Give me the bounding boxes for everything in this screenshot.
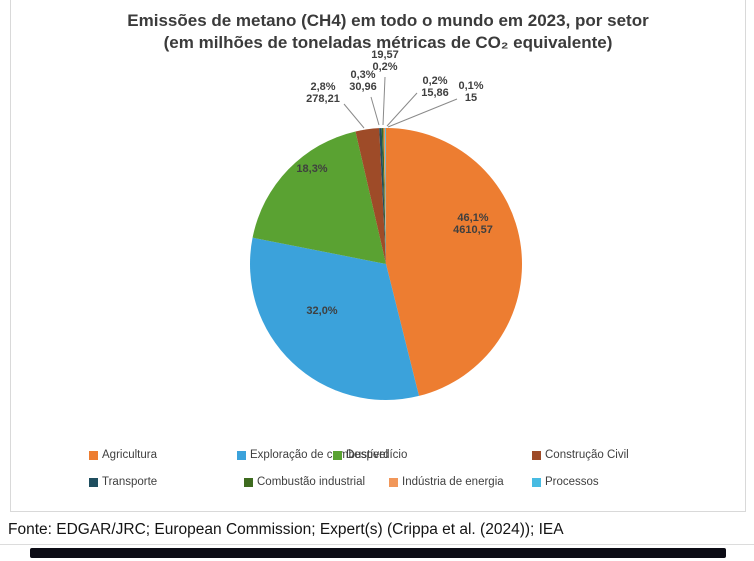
- pie-label-1: 32,0%: [306, 305, 338, 318]
- leader-line: [382, 76, 386, 126]
- leader-line: [386, 92, 418, 127]
- legend-label: Transporte: [102, 476, 158, 488]
- pie-label-value: 4610,57: [453, 223, 493, 236]
- pie-label-5: 19,57 0,2%: [371, 49, 399, 73]
- pie-label-percent: 2,8%: [310, 81, 336, 93]
- pie-label-percent: 46,1%: [457, 212, 489, 224]
- legend-label: Exploração de combustível: [250, 449, 389, 461]
- pie-label-percent: 18,3%: [296, 163, 328, 175]
- legend-label: Indústria de energia: [402, 476, 504, 488]
- leader-line: [343, 103, 365, 129]
- legend-item-0[interactable]: Agricultura: [89, 449, 157, 461]
- legend-swatch-icon: [89, 477, 98, 487]
- chart-title-line1: Emissões de metano (CH4) em todo o mundo…: [127, 11, 649, 30]
- legend-item-3[interactable]: Construção Civil: [532, 449, 629, 461]
- pie-slice-3[interactable]: [355, 128, 386, 264]
- pie-label-3: 2,8% 278,21: [306, 81, 340, 105]
- pie-label-7: 0,1% 15: [458, 80, 484, 104]
- page-divider: [0, 544, 754, 545]
- pie-slice-4[interactable]: [379, 128, 386, 264]
- legend-item-4[interactable]: Transporte: [89, 476, 157, 488]
- bottom-bar: [30, 548, 726, 558]
- legend-swatch-icon: [89, 450, 98, 460]
- legend-item-5[interactable]: Combustão industrial: [244, 476, 365, 488]
- chart-container: Emissões de metano (CH4) em todo o mundo…: [10, 0, 746, 512]
- pie-slice-0[interactable]: [386, 128, 522, 396]
- pie-label-percent: 32,0%: [306, 305, 338, 317]
- legend-item-1[interactable]: Exploração de combustível: [237, 449, 388, 461]
- pie-slice-6[interactable]: [383, 128, 386, 264]
- pie-slice-2[interactable]: [252, 131, 386, 264]
- legend-item-2[interactable]: Desperdício: [333, 449, 407, 461]
- pie-label-4: 0,3% 30,96: [349, 69, 377, 93]
- legend-swatch-icon: [244, 477, 253, 487]
- legend-label: Processos: [545, 476, 599, 488]
- legend-swatch-icon: [333, 450, 342, 460]
- chart-title-line2: (em milhões de toneladas métricas de CO₂…: [163, 33, 613, 52]
- pie-label-percent: 0,1%: [458, 80, 484, 92]
- pie-label-value: 30,96: [349, 80, 377, 93]
- pie-label-6: 0,2% 15,86: [421, 75, 449, 99]
- pie-label-value: 278,21: [306, 92, 340, 105]
- legend-item-7[interactable]: Processos: [532, 476, 599, 488]
- legend-label: Construção Civil: [545, 449, 629, 461]
- legend-swatch-icon: [532, 477, 541, 487]
- pie-slice-1[interactable]: [250, 237, 419, 400]
- pie-label-percent: 0,2%: [372, 60, 398, 73]
- pie-chart: [250, 76, 522, 400]
- leader-line: [387, 98, 458, 128]
- legend-swatch-icon: [237, 450, 246, 460]
- leader-line: [370, 96, 380, 126]
- pie-label-value: 15: [464, 91, 478, 104]
- legend-swatch-icon: [532, 450, 541, 460]
- legend-item-6[interactable]: Indústria de energia: [389, 476, 504, 488]
- pie-label-percent: 0,2%: [422, 75, 448, 87]
- pie-slice-5[interactable]: [381, 128, 386, 264]
- source-note: Fonte: EDGAR/JRC; European Commission; E…: [8, 521, 564, 538]
- pie-label-percent: 0,3%: [350, 69, 376, 81]
- legend-swatch-icon: [389, 477, 398, 487]
- pie-label-2: 18,3%: [296, 163, 328, 176]
- legend-label: Desperdício: [346, 449, 408, 461]
- pie-slice-7[interactable]: [385, 128, 386, 264]
- pie-label-0: 46,1% 4610,57: [453, 212, 493, 236]
- legend-label: Agricultura: [102, 449, 157, 461]
- legend-label: Combustão industrial: [257, 476, 366, 488]
- chart-title: Emissões de metano (CH4) em todo o mundo…: [11, 10, 754, 54]
- pie-label-value: 15,86: [421, 86, 449, 99]
- pie-label-value: 19,57: [371, 49, 399, 61]
